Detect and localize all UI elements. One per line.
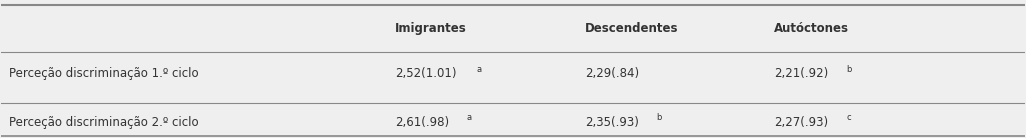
Text: 2,35(.93): 2,35(.93) — [585, 116, 638, 129]
Text: b: b — [657, 113, 662, 122]
Text: a: a — [467, 113, 472, 122]
Text: 2,27(.93): 2,27(.93) — [775, 116, 828, 129]
Text: 2,61(.98): 2,61(.98) — [395, 116, 449, 129]
Text: Perceção discriminação 2.º ciclo: Perceção discriminação 2.º ciclo — [9, 116, 198, 129]
Text: 2,21(.92): 2,21(.92) — [775, 67, 829, 80]
Text: Autóctones: Autóctones — [775, 22, 850, 34]
Text: b: b — [846, 65, 852, 74]
Text: Perceção discriminação 1.º ciclo: Perceção discriminação 1.º ciclo — [9, 67, 198, 80]
Text: 2,29(.84): 2,29(.84) — [585, 67, 639, 80]
Text: Imigrantes: Imigrantes — [395, 22, 467, 34]
Text: Descendentes: Descendentes — [585, 22, 678, 34]
Text: c: c — [846, 113, 851, 122]
Text: 2,52(1.01): 2,52(1.01) — [395, 67, 457, 80]
Text: a: a — [476, 65, 481, 74]
